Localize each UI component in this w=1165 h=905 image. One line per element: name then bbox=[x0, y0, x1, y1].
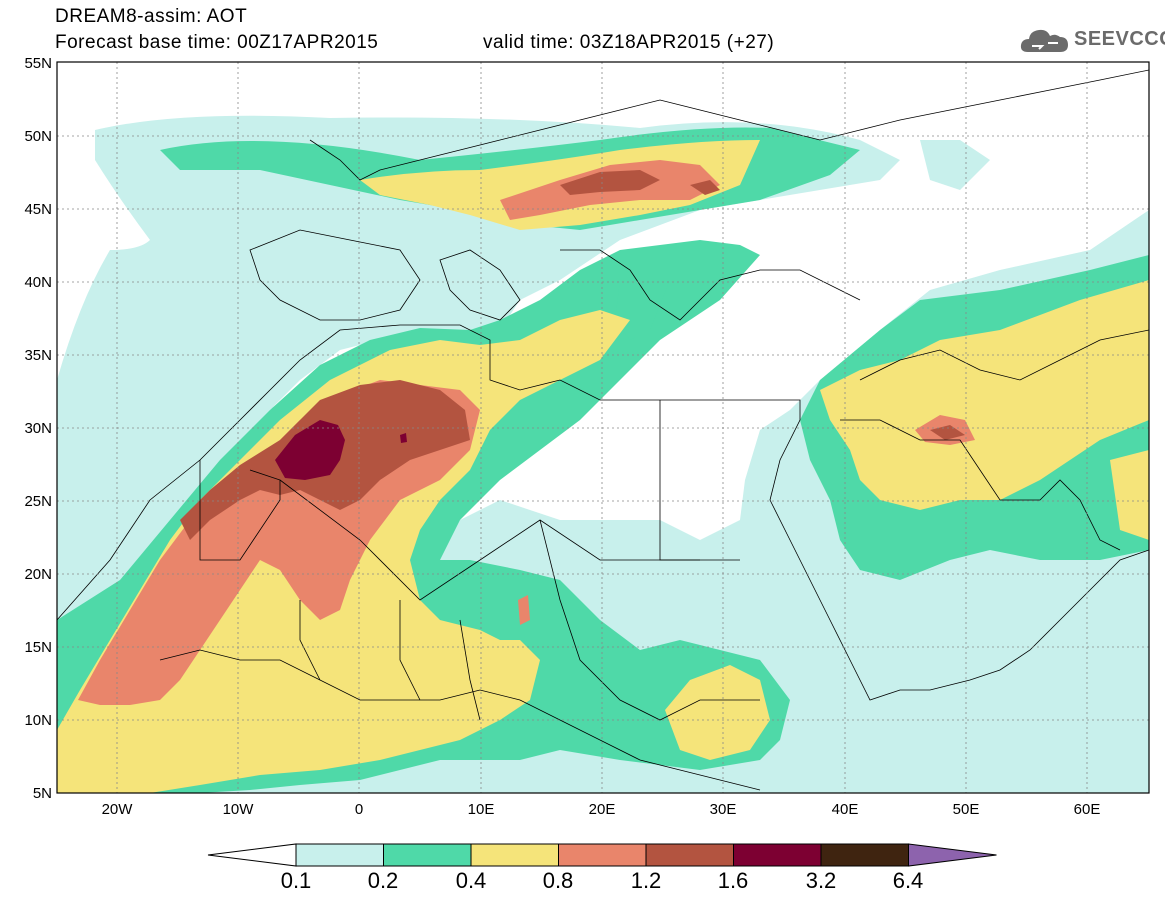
aot-contour-field bbox=[57, 69, 1149, 793]
colorbar-swatch bbox=[820, 843, 909, 867]
title-line-1: DREAM8-assim: AOT bbox=[55, 6, 248, 27]
colorbar-swatch bbox=[470, 843, 559, 867]
lon-label: 10W bbox=[223, 801, 255, 818]
colorbar-label: 0.1 bbox=[280, 868, 312, 893]
colorbar bbox=[207, 843, 997, 867]
colorbar-swatch bbox=[558, 843, 647, 867]
colorbar-arrow-low bbox=[207, 843, 297, 867]
coastlines bbox=[57, 69, 1149, 791]
title-valid-time: valid time: 03Z18APR2015 (+27) bbox=[483, 32, 775, 53]
lat-label: 30N bbox=[24, 420, 52, 437]
colorbar-swatch bbox=[733, 843, 822, 867]
lon-label: 20E bbox=[589, 801, 616, 818]
lon-label: 60E bbox=[1074, 801, 1101, 818]
colorbar-label: 3.2 bbox=[805, 868, 837, 893]
gridlines bbox=[57, 62, 1149, 793]
lat-label: 50N bbox=[24, 128, 52, 145]
colorbar-label: 1.6 bbox=[717, 868, 749, 893]
cloud-icon bbox=[1020, 29, 1068, 52]
colorbar-label: 0.8 bbox=[542, 868, 574, 893]
lat-labels: 55N 50N 45N 40N 35N 30N 25N 20N 15N 10N … bbox=[24, 55, 52, 802]
lon-label: 50E bbox=[953, 801, 980, 818]
title-base-time: Forecast base time: 00Z17APR2015 bbox=[55, 32, 379, 53]
logo-text: SEEVCCC bbox=[1074, 28, 1165, 50]
colorbar-label: 1.2 bbox=[630, 868, 662, 893]
lon-label: 20W bbox=[102, 801, 134, 818]
lon-label: 30E bbox=[710, 801, 737, 818]
lat-label: 55N bbox=[24, 55, 52, 72]
lat-label: 45N bbox=[24, 201, 52, 218]
lon-label: 40E bbox=[832, 801, 859, 818]
lon-label: 0 bbox=[355, 801, 363, 818]
lat-label: 5N bbox=[33, 785, 52, 802]
colorbar-swatch bbox=[295, 843, 384, 867]
lat-label: 40N bbox=[24, 274, 52, 291]
map-frame bbox=[56, 61, 1150, 794]
colorbar-swatch bbox=[383, 843, 472, 867]
aot-band-1.6 bbox=[275, 420, 345, 480]
lat-label: 10N bbox=[24, 712, 52, 729]
lat-label: 25N bbox=[24, 493, 52, 510]
lat-label: 20N bbox=[24, 566, 52, 583]
colorbar-label: 0.4 bbox=[455, 868, 487, 893]
colorbar-arrow-high bbox=[908, 843, 997, 867]
colorbar-label: 6.4 bbox=[892, 868, 924, 893]
lon-label: 10E bbox=[468, 801, 495, 818]
colorbar-swatch bbox=[645, 843, 734, 867]
lon-labels: 20W 10W 0 10E 20E 30E 40E 50E 60E bbox=[102, 801, 1101, 818]
lat-label: 15N bbox=[24, 639, 52, 656]
lat-label: 35N bbox=[24, 347, 52, 364]
colorbar-label: 0.2 bbox=[367, 868, 399, 893]
seevccc-logo: SEEVCCC bbox=[1018, 24, 1165, 58]
